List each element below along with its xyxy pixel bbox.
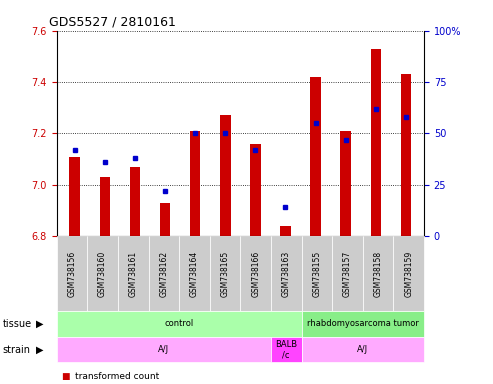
Bar	[371, 49, 381, 236]
Text: GSM738161: GSM738161	[129, 250, 138, 297]
Text: GSM738162: GSM738162	[159, 250, 168, 297]
Bar	[160, 203, 171, 236]
Bar	[190, 131, 201, 236]
Text: GSM738166: GSM738166	[251, 250, 260, 297]
Text: GSM738160: GSM738160	[98, 250, 107, 297]
Text: GSM738156: GSM738156	[68, 250, 76, 297]
Bar	[250, 144, 261, 236]
Text: strain: strain	[2, 344, 31, 355]
Text: GSM738158: GSM738158	[374, 250, 383, 297]
Text: ▶: ▶	[35, 344, 43, 355]
Bar	[130, 167, 140, 236]
Bar	[220, 116, 231, 236]
Text: GSM738163: GSM738163	[282, 250, 291, 297]
Bar	[280, 226, 291, 236]
Text: ■: ■	[62, 372, 70, 381]
Text: control: control	[165, 319, 194, 328]
Text: GSM738164: GSM738164	[190, 250, 199, 297]
Text: GSM738159: GSM738159	[404, 250, 413, 297]
Text: ▶: ▶	[35, 319, 43, 329]
Bar	[341, 131, 351, 236]
Text: GSM738157: GSM738157	[343, 250, 352, 297]
Bar	[310, 77, 321, 236]
Text: tissue: tissue	[2, 319, 32, 329]
Text: GSM738155: GSM738155	[313, 250, 321, 297]
Bar	[401, 74, 411, 236]
Bar	[70, 157, 80, 236]
Text: GDS5527 / 2810161: GDS5527 / 2810161	[49, 15, 176, 28]
Text: A/J: A/J	[158, 345, 170, 354]
Bar	[100, 177, 110, 236]
Text: rhabdomyosarcoma tumor: rhabdomyosarcoma tumor	[307, 319, 419, 328]
Text: transformed count: transformed count	[75, 372, 160, 381]
Text: BALB
/c: BALB /c	[275, 340, 297, 359]
Text: GSM738165: GSM738165	[220, 250, 230, 297]
Text: A/J: A/J	[357, 345, 368, 354]
